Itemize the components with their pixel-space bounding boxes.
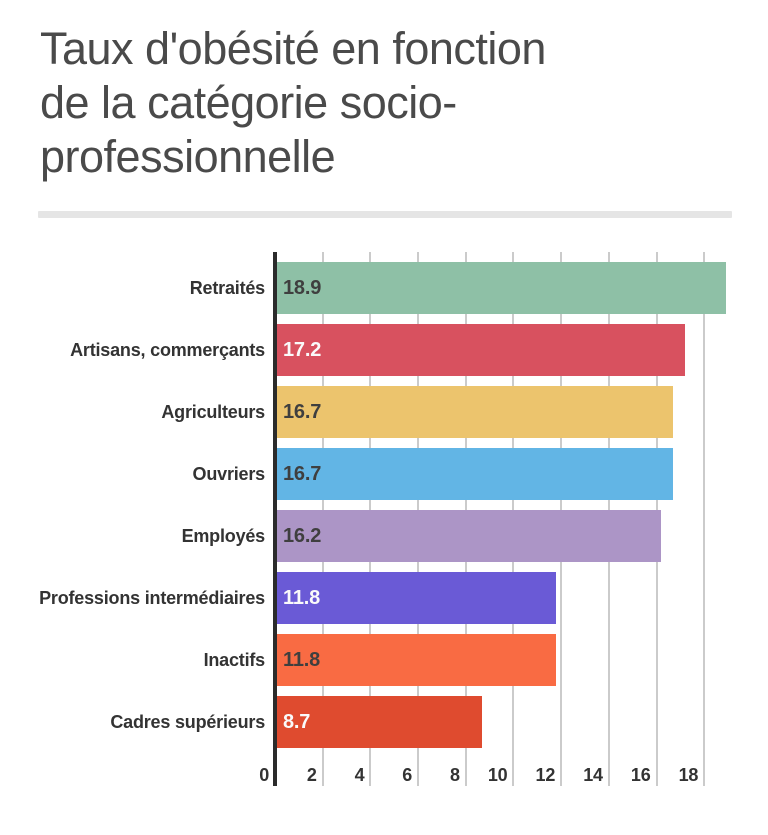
bar-2: 16.7 [275,386,674,438]
bar-value-label-3: 16.7 [283,463,322,485]
chart-title-line-3: professionnelle [40,131,336,182]
category-axis: Retraités Artisans, commerçants Agriculteu… [0,252,265,786]
category-label-2: Agriculteurs [161,402,265,422]
x-axis-tick-label-2: 2 [306,765,317,785]
chart-title-line-1: Taux d'obésité en fonction [40,23,546,74]
bar-value-label-1: 17.2 [283,339,322,361]
bar-1: 17.2 [275,324,686,376]
x-axis-tick-label-12: 12 [535,765,556,785]
bar-0: 18.9 [275,262,726,314]
bar-value-label-4: 16.2 [283,525,322,547]
bar-6: 11.8 [275,634,557,686]
bar-4: 16.2 [275,510,662,562]
bar-value-label-2: 16.7 [283,401,322,423]
bar-value-label-7: 8.7 [283,711,311,733]
x-axis-tick-label-18: 18 [678,765,699,785]
x-axis-tick-label-6: 6 [402,765,413,785]
title-divider [38,211,732,218]
x-axis-tick-label-14: 14 [583,765,603,785]
x-axis-tick-label-4: 4 [354,765,365,785]
plot-area: 0 2 4 6 8 10 12 14 16 18 18.9 17.2 16.7 16.7 16.2 11.8 1… [259,252,740,786]
bar-value-label-6: 11.8 [283,649,321,671]
category-label-1: Artisans, commerçants [70,340,265,360]
category-label-7: Cadres supérieurs [110,712,265,732]
category-label-0: Retraités [189,278,265,298]
bar-value-label-0: 18.9 [283,277,322,299]
x-axis-tick-label-8: 8 [449,765,460,785]
category-label-4: Employés [181,526,266,546]
gridline-18 [703,252,706,786]
bar-chart: Retraités Artisans, commerçants Agriculteu… [0,252,768,786]
x-axis-tick-label-10: 10 [487,765,508,785]
category-label-3: Ouvriers [192,464,266,484]
category-label-6: Inactifs [203,650,266,670]
category-label-5: Professions intermédiaires [39,588,265,608]
chart-title: Taux d'obésité en fonction de la catégor… [40,22,740,184]
x-axis-tick-label-0: 0 [259,765,269,785]
bar-5: 11.8 [275,572,557,624]
chart-title-line-2: de la catégorie socio- [40,77,457,128]
value-axis-line [273,252,277,786]
bar-3: 16.7 [275,448,674,500]
bar-7: 8.7 [275,696,483,748]
bar-value-label-5: 11.8 [283,587,321,609]
x-axis-tick-label-16: 16 [630,765,651,785]
